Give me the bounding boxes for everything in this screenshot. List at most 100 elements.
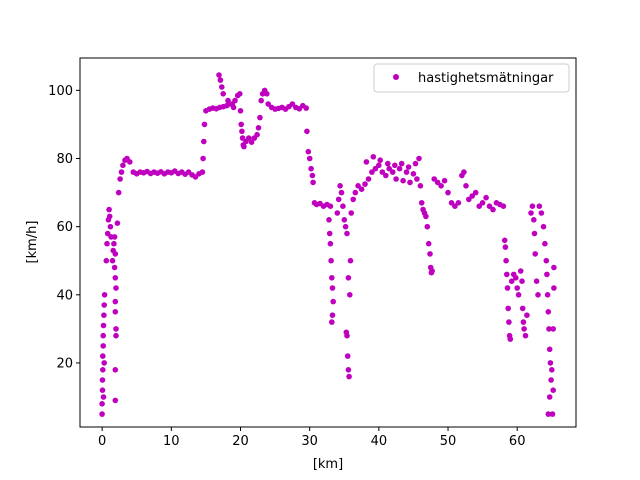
data-point	[258, 97, 265, 104]
data-point	[504, 271, 510, 278]
data-point	[265, 101, 272, 107]
data-point	[416, 155, 422, 162]
data-point	[508, 278, 515, 285]
data-point	[505, 305, 512, 312]
data-point	[237, 91, 243, 97]
data-point	[365, 176, 372, 182]
data-point	[372, 165, 379, 172]
data-point	[438, 183, 444, 189]
data-point	[101, 360, 107, 366]
data-point	[535, 292, 541, 298]
data-point	[544, 271, 550, 278]
data-point	[532, 251, 538, 257]
x-tick-label: 40	[371, 434, 388, 449]
data-point	[305, 148, 312, 155]
data-point	[531, 230, 538, 237]
data-point	[513, 275, 519, 281]
data-point	[549, 411, 556, 417]
data-point	[104, 230, 111, 237]
data-point	[504, 285, 511, 291]
x-tick-label: 10	[163, 434, 180, 449]
data-point	[379, 169, 386, 175]
legend: hastighetsmätningar	[373, 63, 570, 93]
data-point	[257, 114, 263, 121]
data-point	[472, 189, 479, 196]
data-point	[101, 302, 107, 308]
data-point	[350, 196, 357, 203]
data-point	[346, 373, 352, 380]
data-point	[348, 210, 355, 216]
y-tick-label: 20	[56, 356, 73, 371]
data-point	[455, 200, 462, 206]
data-point	[117, 176, 123, 182]
data-point	[254, 131, 260, 138]
data-point	[112, 397, 119, 404]
data-point	[309, 172, 316, 179]
data-point	[111, 234, 118, 240]
data-point	[533, 278, 540, 285]
data-point	[201, 138, 207, 145]
data-point	[327, 203, 334, 209]
data-point	[506, 319, 512, 325]
data-point	[405, 164, 412, 170]
data-point	[414, 176, 420, 182]
data-point	[112, 298, 119, 305]
data-point	[329, 275, 335, 281]
data-point	[239, 135, 246, 141]
data-point	[547, 360, 554, 366]
data-point	[502, 244, 509, 250]
data-point	[417, 183, 424, 189]
data-point	[99, 387, 106, 394]
data-point	[483, 194, 489, 201]
data-point	[514, 285, 520, 291]
y-tick-label: 80	[56, 152, 73, 167]
data-point	[246, 135, 252, 141]
data-point	[118, 169, 125, 175]
data-point	[101, 292, 108, 298]
data-point	[363, 159, 370, 165]
data-point	[398, 160, 405, 167]
data-point	[352, 189, 359, 196]
data-point	[445, 189, 451, 196]
data-point	[542, 240, 548, 247]
data-point	[326, 217, 332, 223]
data-point	[448, 200, 455, 206]
data-point	[376, 162, 382, 169]
data-point	[220, 91, 226, 97]
data-point	[423, 213, 429, 220]
data-point	[344, 353, 351, 359]
data-point	[500, 203, 507, 209]
data-point	[248, 139, 255, 145]
data-point	[201, 121, 208, 128]
x-tick-label: 50	[440, 434, 457, 449]
data-point	[490, 206, 496, 213]
data-point	[111, 264, 118, 271]
data-point	[306, 155, 313, 162]
data-point	[507, 336, 514, 342]
data-point	[355, 183, 361, 189]
data-point	[337, 183, 343, 189]
data-point	[106, 213, 113, 220]
y-tick-label: 40	[56, 288, 73, 303]
data-point	[403, 169, 410, 175]
data-point	[517, 268, 524, 274]
data-point	[503, 257, 509, 264]
y-tick-label: 60	[56, 220, 73, 235]
data-point	[112, 367, 119, 373]
data-point	[107, 223, 114, 230]
data-point	[232, 97, 238, 104]
x-tick-label: 30	[301, 434, 318, 449]
data-point	[328, 257, 334, 264]
data-point	[111, 240, 117, 247]
data-point	[112, 309, 119, 315]
data-point	[427, 251, 433, 257]
data-point	[550, 387, 556, 394]
data-point	[113, 332, 119, 339]
data-point	[546, 326, 552, 332]
data-point	[479, 200, 486, 206]
data-point	[418, 200, 425, 206]
data-point	[217, 77, 224, 83]
data-point	[385, 160, 391, 167]
data-point	[216, 72, 222, 78]
data-point	[239, 128, 245, 135]
